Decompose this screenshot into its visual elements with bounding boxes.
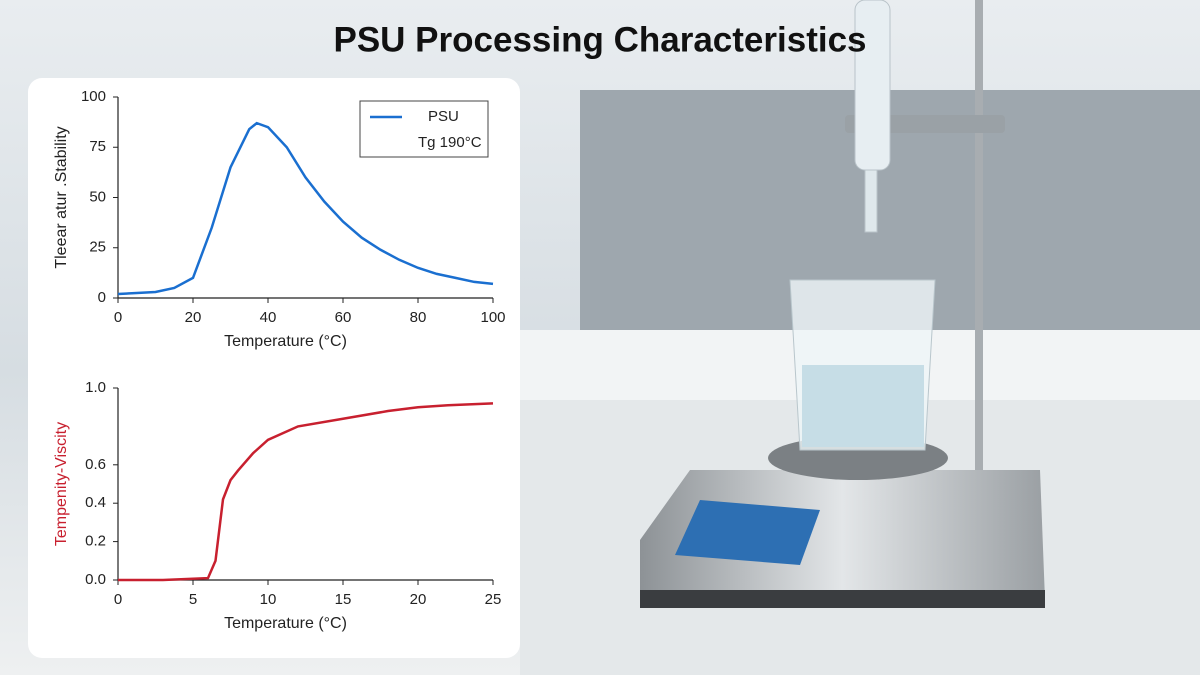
data-line	[118, 402, 494, 582]
y-tick-label: 100	[81, 88, 106, 105]
x-tick-label: 25	[485, 591, 502, 608]
x-axis-label: Temperature (°C)	[224, 333, 347, 350]
x-tick-label: 0	[114, 309, 122, 326]
y-tick-label: 50	[89, 188, 106, 205]
x-tick-label: 100	[480, 309, 505, 326]
x-tick-label: 0	[114, 591, 122, 608]
legend-box	[359, 100, 489, 158]
x-tick-label: 20	[410, 591, 427, 608]
y-tick-label: 0.6	[85, 456, 106, 473]
y-axis-label: Tleear atur .Stability	[53, 126, 70, 268]
x-tick-label: 80	[410, 309, 427, 326]
y-tick-label: 0.2	[85, 533, 106, 550]
stirrer-body	[640, 470, 1045, 600]
x-tick-label: 20	[185, 309, 202, 326]
burette-tip	[864, 169, 878, 233]
x-tick-label: 5	[189, 591, 197, 608]
y-tick-label: 75	[89, 138, 106, 155]
y-tick-label: 0	[98, 289, 106, 306]
display	[675, 500, 820, 565]
legend-label: PSU	[428, 108, 459, 125]
y-axis-label: Tempenity-Viscity	[53, 422, 70, 546]
x-tick-label: 15	[335, 591, 352, 608]
x-axis-label: Temperature (°C)	[224, 615, 347, 632]
x-tick-label: 10	[260, 591, 277, 608]
page-title: PSU Processing Characteristics	[333, 20, 866, 59]
y-tick-label: 0.0	[85, 571, 106, 588]
x-tick-label: 40	[260, 309, 277, 326]
stand-rod	[975, 0, 983, 470]
stirrer-base	[640, 590, 1045, 608]
liquid	[802, 365, 924, 447]
y-tick-label: 0.4	[85, 494, 106, 511]
data-line	[117, 121, 494, 296]
y-tick-label: 1.0	[85, 379, 106, 396]
y-tick-label: 25	[89, 239, 106, 256]
chart-card	[28, 78, 520, 658]
x-tick-label: 60	[335, 309, 352, 326]
legend-annotation: Tg 190°C	[418, 134, 482, 151]
